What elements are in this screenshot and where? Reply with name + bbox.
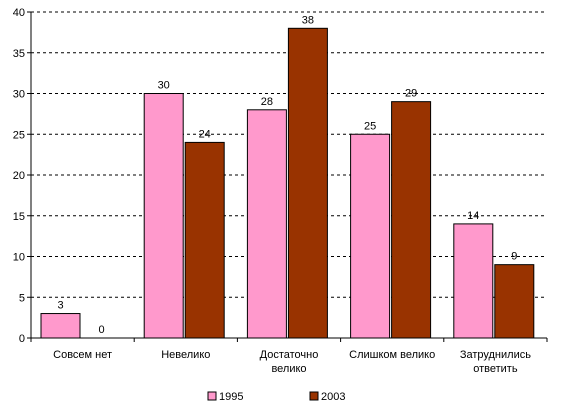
y-tick-label: 5 [19, 292, 25, 304]
category-label-line: Достаточно [260, 349, 319, 361]
y-tick-label: 40 [13, 7, 25, 19]
legend: 1995 2003 [207, 391, 345, 403]
bar-2003-3 [391, 101, 432, 339]
y-tick-label: 35 [13, 48, 25, 60]
data-label: 9 [511, 251, 517, 263]
y-tick-label: 10 [13, 252, 25, 264]
y-tick-labels: 0 5 10 15 20 25 30 35 40 [13, 7, 25, 345]
y-tick-label: 30 [13, 89, 25, 101]
data-label: 38 [302, 14, 314, 26]
data-label: 30 [158, 80, 170, 92]
legend-label: 2003 [321, 391, 345, 403]
category-label: Невелико [161, 349, 210, 361]
y-tick-label: 25 [13, 129, 25, 141]
category-label-line: Слишком велико [349, 349, 435, 361]
category-label-line: Затруднились [460, 349, 531, 361]
bar-1995-1 [143, 93, 184, 339]
data-label: 28 [261, 96, 273, 108]
category-label: Слишком велико [349, 349, 435, 361]
bar-1995-4 [453, 223, 494, 339]
bar-2003-1 [184, 141, 225, 339]
data-label: 14 [467, 210, 479, 222]
y-tick-label: 20 [13, 170, 25, 182]
legend-swatch [309, 391, 319, 401]
bar-2003-2 [287, 27, 328, 339]
data-label: 29 [405, 88, 417, 100]
category-label-line: велико [271, 363, 306, 375]
category-label: Совсем нет [53, 349, 112, 361]
category-label-line: Невелико [161, 349, 210, 361]
category-label-line: ответить [473, 363, 518, 375]
y-tick-label: 0 [19, 333, 25, 345]
bar-1995-3 [350, 133, 391, 339]
data-labels: 3 30 28 25 14 0 24 38 29 9 [57, 14, 517, 336]
data-label: 3 [57, 300, 63, 312]
legend-swatch [207, 391, 217, 401]
data-label: 24 [199, 128, 211, 140]
legend-label: 1995 [219, 391, 243, 403]
category-label: Затруднились ответить [460, 349, 531, 375]
category-label: Достаточно велико [260, 349, 319, 375]
y-tick-label: 15 [13, 211, 25, 223]
bar-2003-4 [494, 264, 535, 339]
category-labels: Совсем нет Невелико Достаточно велико Слишко… [53, 349, 531, 375]
data-label: 0 [98, 324, 104, 336]
data-label: 25 [364, 120, 376, 132]
bars [40, 27, 535, 339]
bar-1995-2 [246, 109, 287, 339]
category-label-line: Совсем нет [53, 349, 112, 361]
bar-1995-0 [40, 313, 81, 339]
